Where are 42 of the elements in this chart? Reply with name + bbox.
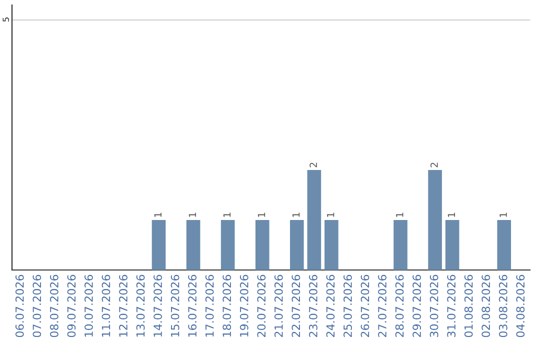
x-tick-label: 30.07.2026 xyxy=(430,274,438,337)
x-tick-label: 11.07.2026 xyxy=(102,274,110,337)
x-tick-label: 10.07.2026 xyxy=(84,274,93,337)
x-tick-label: 14.07.2026 xyxy=(154,274,162,337)
x-tick-label: 03.08.2026 xyxy=(498,274,508,338)
data-label: 1 xyxy=(154,212,162,217)
x-tick-label: 06.07.2026 xyxy=(15,274,24,338)
x-tick-label: 22.07.2026 xyxy=(292,274,300,337)
data-label: 1 xyxy=(500,212,507,217)
x-tick-label: 29.07.2026 xyxy=(412,274,421,337)
x-tick-label: 08.07.2026 xyxy=(50,274,58,338)
data-label: 1 xyxy=(258,212,266,217)
data-label: 1 xyxy=(223,212,231,217)
x-tick-label: 17.07.2026 xyxy=(205,274,214,337)
x-tick-label: 07.07.2026 xyxy=(32,274,42,338)
data-label: 1 xyxy=(396,212,404,217)
x-tick-label: 27.07.2026 xyxy=(378,274,386,337)
data-label: 2 xyxy=(310,162,317,168)
y-tick-label: 5 xyxy=(2,18,9,22)
x-tick-label: 09.07.2026 xyxy=(67,274,76,338)
x-tick-label: 19.07.2026 xyxy=(240,274,248,337)
x-tick-label: 01.08.2026 xyxy=(464,274,473,338)
x-tick-label: 18.07.2026 xyxy=(222,274,232,337)
x-tick-label: 21.07.2026 xyxy=(274,274,283,337)
x-tick-label: 25.07.2026 xyxy=(344,274,352,337)
x-tick-label: 16.07.2026 xyxy=(188,274,197,337)
x-tick-label: 02.08.2026 xyxy=(482,274,490,338)
data-label: 1 xyxy=(292,212,300,217)
data-label: 1 xyxy=(327,212,334,217)
data-label: 1 xyxy=(448,212,455,217)
x-tick-label: 24.07.2026 xyxy=(326,274,335,337)
x-tick-label: 23.07.2026 xyxy=(308,274,318,337)
x-tick-label: 04.08.2026 xyxy=(516,274,525,338)
data-label: 2 xyxy=(430,162,438,168)
x-tick-label: 15.07.2026 xyxy=(170,274,180,337)
x-tick-label: 12.07.2026 xyxy=(119,274,128,337)
x-tick-label: 26.07.2026 xyxy=(360,274,370,337)
x-tick-label: 20.07.2026 xyxy=(257,274,266,337)
x-tick-label: 13.07.2026 xyxy=(136,274,145,337)
data-label: 1 xyxy=(188,212,196,217)
x-tick-label: 31.07.2026 xyxy=(447,274,456,337)
x-tick-label: 28.07.2026 xyxy=(395,274,404,337)
